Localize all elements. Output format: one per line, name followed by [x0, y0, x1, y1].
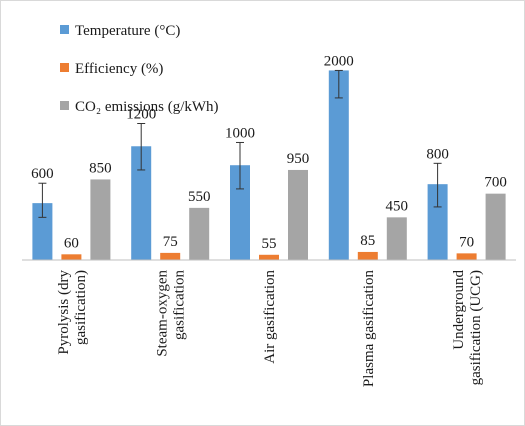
bar-series2-cat5 — [456, 253, 477, 260]
bar-series3-cat1 — [90, 179, 111, 260]
bar-series3-cat3 — [288, 169, 308, 260]
legend-label-1: Temperature (°C) — [75, 23, 180, 39]
bar-series2-cat4 — [357, 251, 378, 260]
data-label-series2-cat3: 55 — [262, 236, 277, 252]
data-label-series2-cat2: 75 — [163, 234, 178, 250]
data-label-series1-cat1: 600 — [31, 166, 54, 182]
category-labels: Pyrolysis (drygasification) Steam-oxygeng… — [56, 270, 484, 388]
data-label-series3-cat5: 700 — [484, 175, 507, 191]
plot-area: 600 60 850 1200 75 550 1000 55 950 2000 85 450 800 70… — [31, 53, 507, 260]
data-label-series3-cat1: 850 — [89, 160, 112, 176]
bar-series1-cat3 — [230, 165, 250, 260]
legend: Temperature (°C) Efficiency (%) CO₂ emissi… — [60, 23, 219, 115]
bar-series1-cat4 — [328, 70, 349, 260]
legend-swatch-1 — [60, 25, 69, 34]
data-label-series3-cat4: 450 — [386, 198, 409, 214]
error-bar-cat2 — [137, 123, 146, 171]
legend-swatch-2 — [60, 63, 69, 72]
error-bar-cat5 — [433, 162, 442, 208]
error-bar-cat3 — [236, 141, 244, 190]
data-label-series3-cat3: 950 — [287, 151, 310, 167]
legend-label-3: CO₂ emissions (g/kWh) — [75, 99, 219, 115]
data-label-series1-cat4: 2000 — [324, 53, 354, 69]
bar-series3-cat2 — [189, 207, 210, 260]
category-label-4: Plasma gasification — [361, 270, 377, 388]
data-label-series1-cat2: 1200 — [126, 107, 156, 123]
bar-series2-cat1 — [61, 254, 82, 260]
bar-series2-cat2 — [160, 252, 181, 260]
bar-series2-cat3 — [259, 254, 279, 260]
legend-label-2: Efficiency (%) — [75, 61, 163, 77]
category-label-2: Steam-oxygengasification — [155, 270, 188, 357]
data-label-series1-cat3: 1000 — [225, 125, 255, 141]
bar-series3-cat5 — [485, 193, 506, 260]
category-label-5: Undergroundgasification (UCG) — [451, 270, 484, 386]
data-label-series2-cat4: 85 — [360, 233, 375, 249]
bar-series1-cat5 — [427, 184, 448, 260]
data-label-series2-cat1: 60 — [64, 235, 79, 251]
error-bar-cat1 — [38, 182, 47, 218]
legend-swatch-3 — [60, 101, 69, 110]
error-bar-cat4 — [334, 69, 343, 99]
bar-series1-cat1 — [32, 203, 53, 260]
data-label-series3-cat2: 550 — [188, 189, 211, 205]
data-label-series1-cat5: 800 — [426, 146, 449, 162]
category-label-3: Air gasification — [262, 270, 278, 364]
data-label-series2-cat5: 70 — [459, 234, 474, 250]
category-label-1: Pyrolysis (drygasification) — [56, 270, 89, 355]
bar-series3-cat4 — [386, 217, 407, 260]
bar-series1-cat2 — [131, 146, 152, 260]
